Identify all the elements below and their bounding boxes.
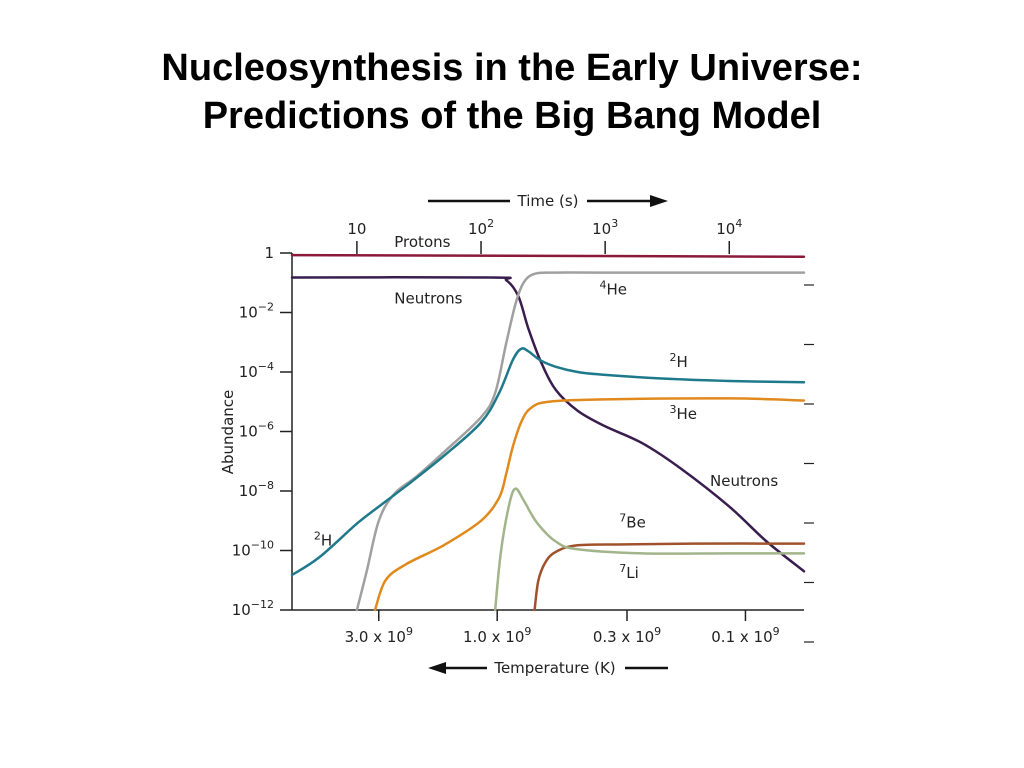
series-line-2h (290, 347, 806, 577)
y-tick-label-1: 10−2 (239, 301, 274, 322)
curve-label-5: Neutrons (710, 472, 778, 490)
y-tick-label-5: 10−10 (232, 539, 274, 560)
y-tick-label-2: 10−4 (239, 360, 274, 381)
curve-label-0: Protons (394, 233, 450, 251)
y-tick-label-0: 1 (264, 244, 274, 262)
time-axis-arrowhead (650, 195, 668, 207)
temperature-axis-arrowhead (428, 662, 446, 674)
curve-label-7: 7Li (619, 562, 639, 582)
temperature-axis-title: Temperature (K) (493, 659, 615, 677)
y-axis-title: Abundance (219, 390, 237, 475)
series-line-protons (290, 253, 806, 258)
temperature-tick-label-1: 1.0 x 109 (463, 625, 531, 646)
y-tick-label-4: 10−8 (239, 479, 274, 500)
time-axis-title: Time (s) (517, 192, 579, 210)
time-tick-label-0: 10 (347, 220, 366, 238)
y-tick-label-6: 10−12 (232, 598, 274, 619)
curve-label-6: 7Be (619, 511, 646, 531)
curve-label-8: 2H (314, 529, 332, 549)
slide-title-line-2: Predictions of the Big Bang Model (202, 95, 822, 137)
slide-title-line-1: Nucleosynthesis in the Early Universe: (161, 47, 863, 89)
temperature-tick-label-3: 0.1 x 109 (711, 625, 779, 646)
curve-label-3: 2H (670, 351, 688, 371)
series-line-4he (355, 271, 806, 612)
curve-label-1: Neutrons (394, 290, 462, 308)
temperature-tick-label-0: 3.0 x 109 (345, 625, 413, 646)
time-tick-label-2: 103 (592, 217, 618, 238)
temperature-tick-label-2: 0.3 x 109 (593, 625, 661, 646)
curve-label-4: 3He (670, 403, 698, 423)
y-tick-label-3: 10−6 (239, 420, 274, 441)
slide-title: Nucleosynthesis in the Early Universe: P… (0, 44, 1024, 140)
time-tick-label-1: 102 (468, 217, 494, 238)
series-line-neutrons (290, 276, 806, 573)
series-line-7be (533, 542, 806, 612)
curve-label-2: 4He (599, 279, 627, 299)
series-line-7li (493, 487, 806, 612)
time-tick-label-3: 104 (716, 217, 742, 238)
series-line-3he (373, 397, 806, 612)
